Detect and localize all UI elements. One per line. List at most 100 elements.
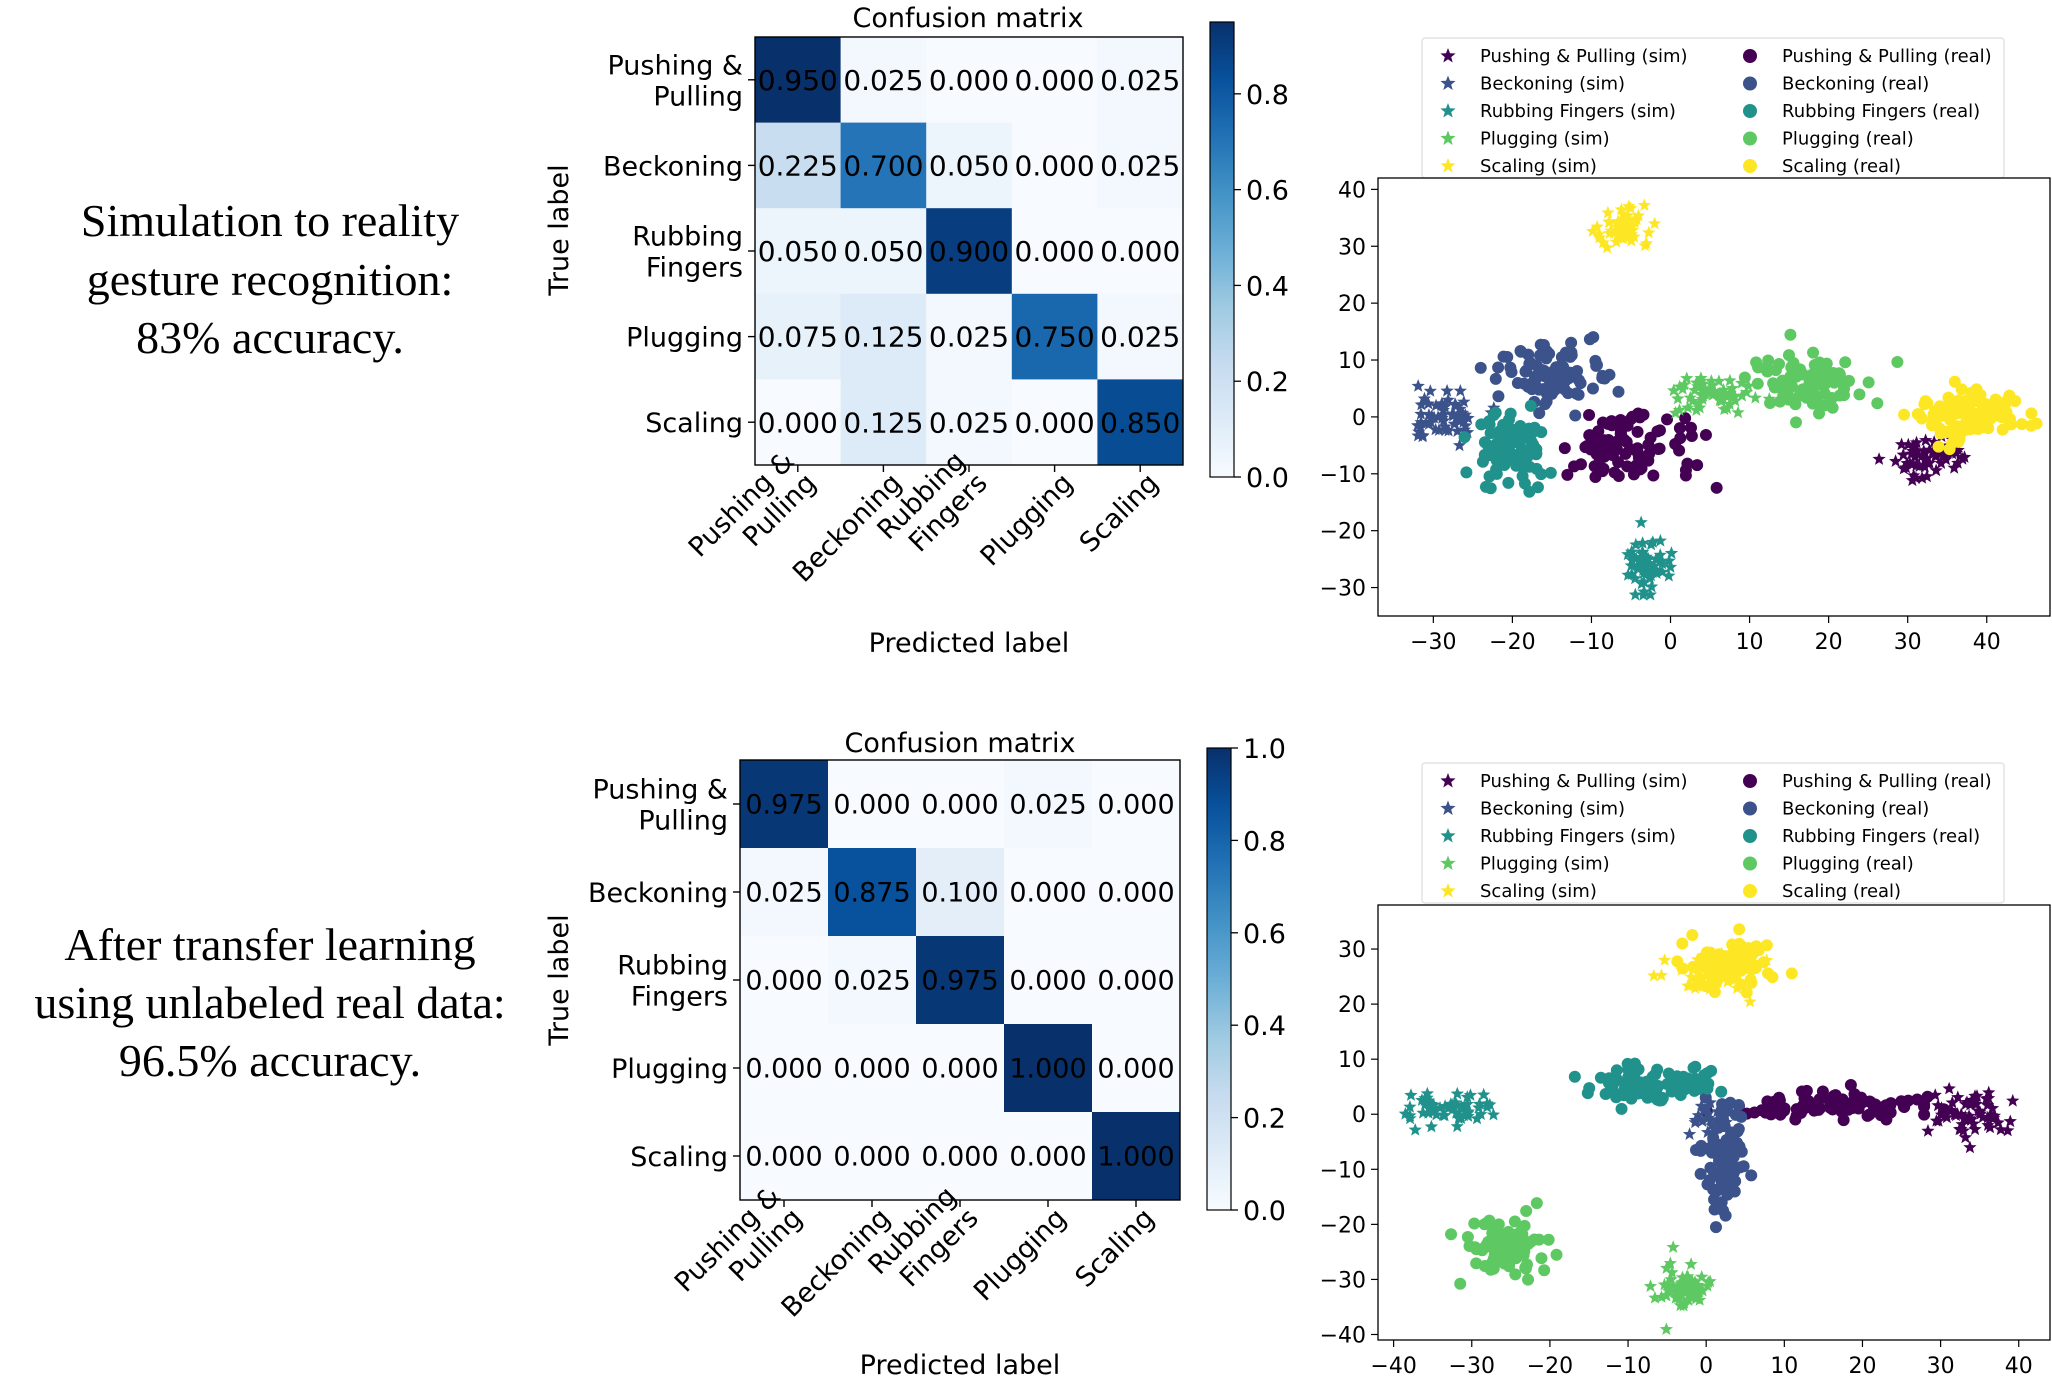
tsne-point-sim (1644, 579, 1659, 593)
legend-label-real: Pushing & Pulling (real) (1782, 46, 1992, 67)
colorbar-gradient (1209, 21, 1235, 478)
tsne-point-real (1597, 448, 1610, 461)
tsne-point-real (1733, 923, 1746, 936)
cm-cell-label: 0.025 (843, 64, 923, 97)
tsne-ytick-label: −10 (1320, 1158, 1366, 1183)
tsne-point-sim (1722, 388, 1736, 402)
tsne-point-real (1637, 408, 1650, 421)
tsne-point-sim (1628, 213, 1642, 227)
tsne-xtick-label: 30 (1894, 630, 1922, 655)
tsne-point-sim (1600, 240, 1614, 254)
tsne-point-real (1862, 376, 1875, 389)
tsne-point-sim (1948, 1107, 1962, 1121)
cm-cell-label: 0.750 (1015, 321, 1095, 354)
tsne-point-sim (1705, 1118, 1719, 1132)
tsne-point-sim (1934, 456, 1948, 469)
cm-cell-label: 0.950 (758, 64, 838, 97)
tsne-point-sim (1951, 443, 1965, 456)
tsne-point-real (1789, 398, 1802, 411)
tsne-point-sim (1448, 397, 1462, 410)
legend-label-sim: Scaling (sim) (1480, 881, 1597, 902)
cm-cell (1004, 760, 1093, 849)
cm-cell-label: 0.225 (758, 149, 838, 182)
tsne-point-sim (1454, 1111, 1468, 1125)
tsne-point-real (1723, 1144, 1736, 1157)
cm-ytick-label: Fingers (646, 253, 743, 284)
legend-label-sim: Scaling (sim) (1480, 156, 1597, 177)
tsne-point-sim (1905, 457, 1919, 471)
cm-cell-label: 1.000 (1009, 1054, 1086, 1085)
tsne-point-sim (1636, 559, 1650, 573)
tsne-point-sim (1450, 1086, 1464, 1100)
tsne-point-real (1519, 1262, 1532, 1275)
tsne-points (1411, 198, 2043, 601)
tsne-ytick-label: 10 (1338, 1048, 1366, 1073)
row-1-caption: Simulation to reality gesture recognitio… (81, 195, 459, 363)
tsne-point-real (1445, 1228, 1458, 1241)
tsne-point-sim (1624, 558, 1639, 572)
tsne-point-real (1673, 422, 1686, 435)
legend-label-real: Beckoning (real) (1782, 74, 1929, 95)
tsne-point-real (1805, 372, 1818, 385)
tsne-point-sim (1458, 418, 1473, 432)
cm-cell (1011, 122, 1098, 209)
tsne-point-sim (1414, 407, 1428, 420)
tsne-point-real (1589, 354, 1602, 367)
tsne-point-sim (1664, 1272, 1678, 1286)
tsne-scatter-2: −40 −30 −20 −10 0 10 20 30 40 −40 −30 −20 −10 0 10 20 30 (1320, 904, 2051, 1379)
legend-marker-circle (1743, 76, 1757, 91)
cm-xtick-label: Plugging (968, 1203, 1073, 1308)
tsne-point-sim (1602, 215, 1616, 229)
cm-ytick-label: Beckoning (588, 878, 728, 909)
tsne-point-real (1463, 1239, 1476, 1252)
tsne-point-real (1630, 459, 1643, 472)
tsne-point-sim (1654, 968, 1668, 981)
tsne-point-sim (1741, 379, 1755, 392)
cm-cell-label: 0.975 (921, 966, 998, 997)
cm-cell (755, 379, 842, 466)
cm-cell (840, 208, 927, 295)
legend-marker-circle (1743, 829, 1757, 843)
cm-cell (1097, 122, 1184, 209)
tsne-point-sim (1912, 459, 1927, 472)
cm-title: Confusion matrix (853, 3, 1084, 34)
cm-cell (1011, 293, 1098, 380)
tsne-point-real (1818, 399, 1831, 412)
tsne-point-real (1679, 464, 1692, 477)
cm-cell-label: 0.000 (1009, 966, 1086, 997)
tsne-point-sim (1723, 373, 1737, 387)
tsne-point-sim (1957, 450, 1972, 463)
tsne-point-real (1568, 1070, 1581, 1083)
tsne-point-sim (1921, 1124, 1935, 1137)
tsne-xtick-label: 40 (1973, 630, 2001, 655)
tsne-xtick-label: 0 (1664, 630, 1678, 655)
colorbar-tick-label: 0.6 (1243, 919, 1286, 950)
tsne-point-real (1716, 1161, 1729, 1174)
cm-cell (828, 760, 917, 849)
tsne-xtick-label: −10 (1568, 630, 1614, 655)
cm-cell-label: 0.100 (921, 878, 998, 909)
tsne-point-sim (1411, 428, 1425, 442)
colorbar-1: 0.0 0.2 0.4 0.6 0.8 (1209, 21, 1289, 494)
tsne-point-real (1594, 1071, 1607, 1084)
tsne-point-real (1699, 1091, 1712, 1104)
tsne-point-sim (1979, 1091, 1993, 1105)
tsne-ytick-label: 10 (1338, 349, 1366, 374)
tsne-point-sim (1429, 398, 1443, 412)
cm-cell (1097, 37, 1184, 124)
legend-marker-star (1440, 130, 1456, 145)
cm-cell-label: 0.125 (843, 406, 923, 439)
tsne-point-real (1768, 1095, 1781, 1108)
tsne-point-sim (1705, 384, 1720, 397)
tsne-point-real (1562, 387, 1575, 400)
tsne-point-real (1713, 1202, 1726, 1215)
tsne-xtick-label: 0 (1699, 1354, 1713, 1379)
legend-marker-star (1440, 75, 1456, 90)
tsne-point-sim (1419, 416, 1433, 429)
tsne-point-sim (1958, 1130, 1973, 1144)
tsne-point-real (1483, 415, 1496, 428)
tsne-point-sim (1958, 1110, 1972, 1123)
tsne-point-sim (1671, 391, 1685, 405)
tsne-point-real (1721, 1104, 1734, 1117)
tsne-point-sim (1703, 1095, 1717, 1109)
